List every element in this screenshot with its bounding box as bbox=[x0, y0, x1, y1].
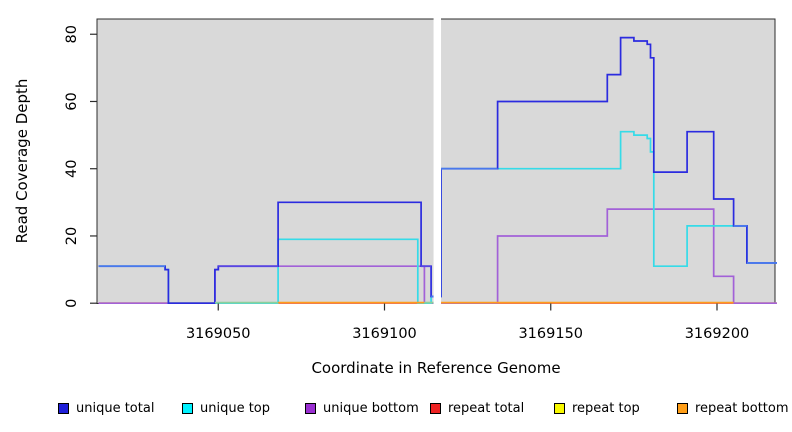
legend-item-repeat-top: repeat top bbox=[554, 399, 640, 417]
legend-label: unique bottom bbox=[323, 400, 419, 416]
x-axis-tick-label: 3169050 bbox=[186, 326, 251, 342]
legend-swatch bbox=[554, 402, 565, 414]
y-axis-title: Read Coverage Depth bbox=[13, 79, 31, 244]
legend-label: repeat bottom bbox=[695, 400, 789, 416]
legend-item-unique-top: unique top bbox=[182, 399, 270, 417]
y-axis-tick-label: 60 bbox=[64, 92, 80, 110]
legend-label: unique top bbox=[200, 400, 271, 416]
legend-item-unique-total: unique total bbox=[58, 399, 154, 417]
plot-layer: 3169050 3169100 3169150 3169200 0 20 40 60 80 bbox=[64, 12, 777, 342]
legend-swatch bbox=[430, 402, 441, 414]
y-axis-tick-label: 40 bbox=[64, 159, 80, 177]
y-axis-tick-label: 20 bbox=[64, 227, 80, 245]
series-unique-total bbox=[98, 36, 777, 305]
y-axis-tick-label: 0 bbox=[64, 299, 80, 308]
legend-swatch bbox=[58, 402, 69, 414]
legend-swatch bbox=[677, 402, 688, 414]
x-axis-tick-label: 3169150 bbox=[518, 326, 583, 342]
legend-item-repeat-bottom: repeat bottom bbox=[677, 399, 789, 417]
gap-band bbox=[433, 12, 442, 305]
legend-swatch bbox=[305, 402, 316, 414]
x-axis-title: Coordinate in Reference Genome bbox=[311, 359, 560, 377]
legend-label: repeat total bbox=[448, 400, 525, 416]
legend-item-unique-bottom: unique bottom bbox=[305, 399, 419, 417]
legend-label: unique total bbox=[76, 400, 155, 416]
legend-item-repeat-total: repeat total bbox=[430, 399, 524, 417]
legend-swatch bbox=[182, 402, 193, 414]
legend-label: repeat top bbox=[572, 400, 640, 416]
x-axis-tick-label: 3169100 bbox=[352, 326, 417, 342]
y-axis-tick-label: 80 bbox=[64, 25, 80, 43]
x-axis-tick-label: 3169200 bbox=[685, 326, 750, 342]
legend: unique total unique top unique bottom repea… bbox=[0, 399, 792, 425]
